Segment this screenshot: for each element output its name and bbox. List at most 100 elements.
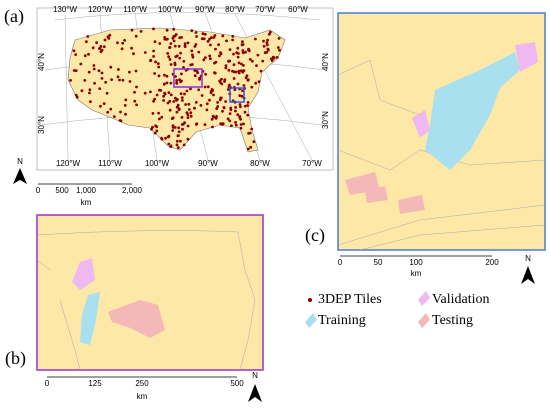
tile-point <box>168 58 172 61</box>
tile-point <box>214 60 218 64</box>
tile-point <box>112 115 116 118</box>
scale-label: 2,000 <box>122 186 143 195</box>
tile-point <box>169 145 173 149</box>
tile-point <box>168 99 172 103</box>
tile-point <box>127 70 131 74</box>
tile-point <box>270 59 274 62</box>
tile-point <box>163 73 166 77</box>
tile-point <box>247 49 251 53</box>
legend-swatch <box>308 298 312 302</box>
tile-point <box>246 101 250 104</box>
tile-point <box>200 37 204 41</box>
legend-swatch <box>418 291 430 306</box>
tile-point <box>183 42 187 45</box>
tile-point <box>163 92 167 96</box>
tile-point <box>83 54 87 58</box>
tile-point <box>252 140 256 144</box>
tile-point <box>134 34 138 38</box>
tile-point <box>105 91 109 95</box>
tile-point <box>100 77 104 80</box>
tile-point <box>232 77 236 80</box>
panel-label: (a) <box>4 6 24 27</box>
tile-point <box>238 103 242 106</box>
tile-point <box>193 106 196 110</box>
tile-point <box>109 107 113 111</box>
tile-point <box>239 123 243 126</box>
tile-point <box>195 123 198 126</box>
tile-point <box>236 82 240 86</box>
tile-point <box>244 76 248 80</box>
tile-point <box>167 91 171 94</box>
tile-point <box>203 85 207 89</box>
tile-point <box>237 61 241 65</box>
tile-point <box>215 107 219 110</box>
tile-point <box>206 85 210 89</box>
tile-point <box>262 44 266 48</box>
tile-point <box>225 39 228 43</box>
tile-point <box>223 80 226 83</box>
tile-point <box>193 45 197 48</box>
tile-point <box>234 123 238 127</box>
tile-point <box>189 114 193 118</box>
tile-point <box>166 101 170 105</box>
tile-point <box>95 41 98 45</box>
tile-point <box>160 137 164 141</box>
tile-point <box>239 126 243 130</box>
tile-point <box>201 32 205 36</box>
tile-point <box>69 79 72 82</box>
tile-point <box>222 106 226 109</box>
tile-point <box>171 124 175 127</box>
tile-point <box>121 78 125 82</box>
tile-point <box>168 46 172 49</box>
tile-point <box>208 54 212 58</box>
tile-point <box>199 104 203 107</box>
tile-point <box>162 99 166 102</box>
validation-area <box>412 42 538 138</box>
tile-point <box>87 52 90 56</box>
tile-point <box>202 58 206 62</box>
panel-label: (c) <box>305 225 325 246</box>
tile-point <box>180 72 183 76</box>
tile-point <box>228 119 232 123</box>
tile-point <box>154 60 158 64</box>
tile-point <box>186 116 190 119</box>
tile-point <box>100 71 104 75</box>
tile-point <box>175 110 179 114</box>
scale-label: 0 <box>36 186 41 195</box>
tile-point <box>190 29 194 32</box>
tile-point <box>248 131 252 135</box>
tile-point <box>118 119 122 122</box>
tile-point <box>116 41 119 45</box>
tile-point <box>214 116 218 120</box>
lon-label: 100°W <box>158 5 183 14</box>
tile-point <box>265 41 269 45</box>
lon-label: 100°W <box>145 159 170 168</box>
tile-point <box>233 88 237 91</box>
tile-point <box>180 116 184 119</box>
tile-point <box>167 134 171 138</box>
tile-point <box>212 93 215 97</box>
tile-point <box>196 71 200 75</box>
lon-label: 60°W <box>288 5 308 14</box>
tile-point <box>221 122 225 126</box>
tile-point <box>106 110 110 114</box>
scale-label: 200 <box>485 258 499 267</box>
tile-point <box>276 46 280 49</box>
tile-point <box>99 50 103 54</box>
scale-label: 125 <box>88 379 102 388</box>
tile-point <box>272 56 276 60</box>
tile-point <box>209 43 212 47</box>
tile-point <box>224 66 228 70</box>
tile-point <box>169 81 173 85</box>
tile-point <box>235 51 239 55</box>
tile-point <box>152 27 155 31</box>
tile-point <box>177 44 181 48</box>
tile-point <box>267 48 270 52</box>
tile-point <box>238 94 242 97</box>
tile-point <box>99 104 102 108</box>
tile-point <box>211 125 214 129</box>
tile-point <box>224 100 228 103</box>
tile-point <box>203 123 207 127</box>
tile-point <box>150 127 153 131</box>
